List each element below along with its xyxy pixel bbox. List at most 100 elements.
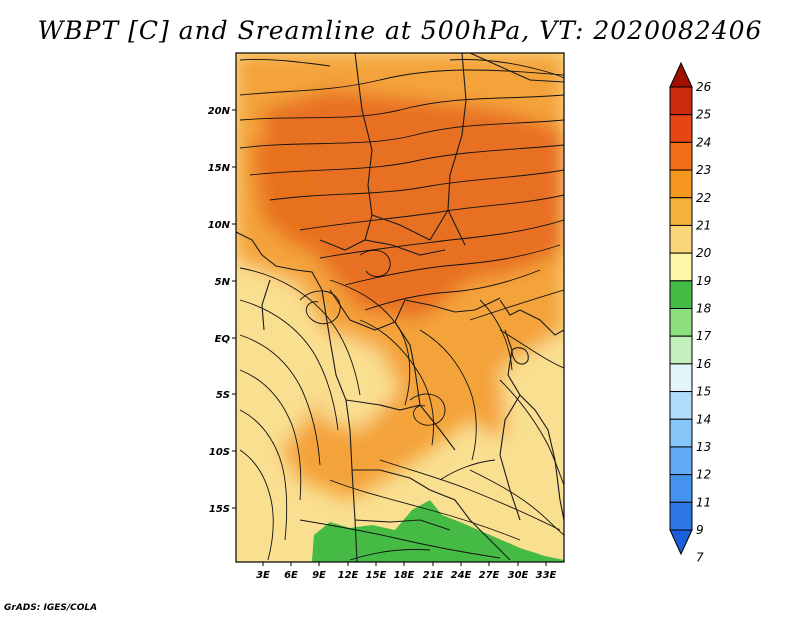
colorbar-swatch bbox=[669, 446, 693, 476]
colorbar-swatch bbox=[669, 308, 693, 337]
border bbox=[499, 394, 521, 521]
streamline bbox=[239, 59, 331, 67]
colorbar-label: 19 bbox=[696, 274, 711, 288]
streamline bbox=[419, 329, 477, 461]
lat-label: 15N bbox=[208, 163, 231, 174]
colorbar-swatch bbox=[669, 86, 693, 116]
lon-label: 12E bbox=[338, 570, 359, 581]
colorbar-label: 15 bbox=[696, 385, 711, 399]
colorbar-swatch bbox=[669, 197, 693, 226]
colorbar-swatch bbox=[669, 363, 693, 393]
deep-shade-north bbox=[262, 90, 564, 320]
lat-label: 5S bbox=[216, 390, 230, 401]
lake bbox=[511, 347, 529, 365]
colorbar-swatch bbox=[669, 169, 693, 199]
streamline bbox=[239, 119, 564, 149]
lon-label: 27E bbox=[479, 570, 500, 581]
lon-label: 9E bbox=[312, 570, 326, 581]
map-frame bbox=[235, 52, 565, 563]
streamline bbox=[239, 409, 288, 541]
pale-shade-se bbox=[500, 330, 564, 470]
colorbar-swatch bbox=[669, 501, 693, 531]
colorbar-swatch bbox=[669, 61, 693, 88]
colorbar-label: 16 bbox=[696, 357, 712, 371]
colorbar-swatch bbox=[669, 474, 693, 503]
deep-shade-west bbox=[250, 140, 330, 250]
streamline bbox=[349, 549, 431, 561]
border bbox=[429, 489, 511, 561]
colorbar-swatch bbox=[669, 529, 693, 556]
streamline bbox=[469, 289, 564, 321]
streamline bbox=[239, 369, 302, 501]
border bbox=[404, 297, 501, 313]
colorbar-label: 24 bbox=[696, 135, 711, 149]
streamline-eddy bbox=[359, 249, 391, 277]
streamline bbox=[379, 459, 561, 531]
green-shade bbox=[312, 500, 564, 562]
colorbar-label: 9 bbox=[696, 523, 704, 537]
colorbar-label: 7 bbox=[696, 551, 704, 565]
colorbar-label: 17 bbox=[696, 329, 712, 343]
border bbox=[504, 329, 564, 521]
lat-label: 10S bbox=[209, 447, 230, 458]
colorbar-label: 23 bbox=[696, 163, 711, 177]
streamline bbox=[449, 59, 564, 79]
country-borders bbox=[236, 53, 564, 562]
streamline bbox=[364, 269, 541, 311]
lon-label: 15E bbox=[366, 570, 387, 581]
border bbox=[352, 469, 431, 491]
colorbar-swatch bbox=[669, 252, 693, 282]
border bbox=[354, 53, 373, 241]
border bbox=[319, 239, 446, 256]
colorbar-swatch bbox=[669, 391, 693, 420]
longitude-labels: 3E 6E 9E 12E 15E 18E 21E 24E 27E 30E 33E bbox=[256, 570, 556, 581]
colorbar-label: 25 bbox=[696, 108, 711, 122]
lat-label: EQ bbox=[215, 334, 231, 345]
colorbar-swatch bbox=[669, 224, 693, 254]
colorbar: 26 25 24 23 22 21 20 19 18 17 16 15 14 13 12 11 9 7 bbox=[669, 61, 712, 565]
lon-label: 18E bbox=[394, 570, 415, 581]
colorbar-label: 12 bbox=[696, 468, 711, 482]
colorbar-swatch bbox=[669, 280, 693, 309]
border bbox=[499, 299, 564, 336]
border bbox=[345, 399, 421, 411]
streamline bbox=[329, 479, 521, 541]
colorbar-label: 14 bbox=[696, 412, 711, 426]
streamlines bbox=[239, 59, 564, 561]
border bbox=[469, 53, 564, 83]
streamline-eddy bbox=[299, 290, 341, 325]
border bbox=[354, 519, 451, 531]
streamline bbox=[344, 244, 561, 286]
lon-label: 30E bbox=[508, 570, 529, 581]
streamline bbox=[269, 169, 564, 201]
axis-ticks bbox=[232, 109, 547, 566]
border bbox=[329, 289, 406, 331]
lat-label: 5N bbox=[215, 277, 231, 288]
streamline bbox=[239, 267, 361, 396]
colorbar-swatch bbox=[669, 114, 693, 143]
streamline bbox=[239, 449, 274, 561]
streamline bbox=[499, 379, 564, 486]
streamline bbox=[319, 219, 564, 259]
border bbox=[394, 321, 456, 451]
colorbar-swatch bbox=[669, 141, 693, 171]
colorbar-label: 18 bbox=[696, 302, 712, 316]
border bbox=[447, 53, 467, 246]
streamline bbox=[249, 144, 564, 176]
grads-credit: GrADS: IGES/COLA bbox=[4, 603, 98, 613]
lon-label: 3E bbox=[256, 570, 270, 581]
lon-label: 21E bbox=[423, 570, 444, 581]
streamline bbox=[479, 299, 513, 371]
colorbar-label: 26 bbox=[696, 80, 712, 94]
streamline bbox=[239, 299, 339, 431]
latitude-labels: 20N 15N 10N 5N EQ 5S 10S 15S bbox=[208, 106, 231, 515]
streamline-eddy bbox=[409, 393, 446, 426]
colorbar-label: 20 bbox=[696, 246, 712, 260]
lat-label: 10N bbox=[208, 220, 231, 231]
lon-label: 6E bbox=[284, 570, 298, 581]
streamline bbox=[239, 334, 321, 466]
lat-label: 20N bbox=[208, 106, 231, 117]
chart-title: WBPT [C] and Sreamline at 500hPa, VT: 20… bbox=[37, 16, 763, 45]
streamline bbox=[299, 519, 501, 559]
